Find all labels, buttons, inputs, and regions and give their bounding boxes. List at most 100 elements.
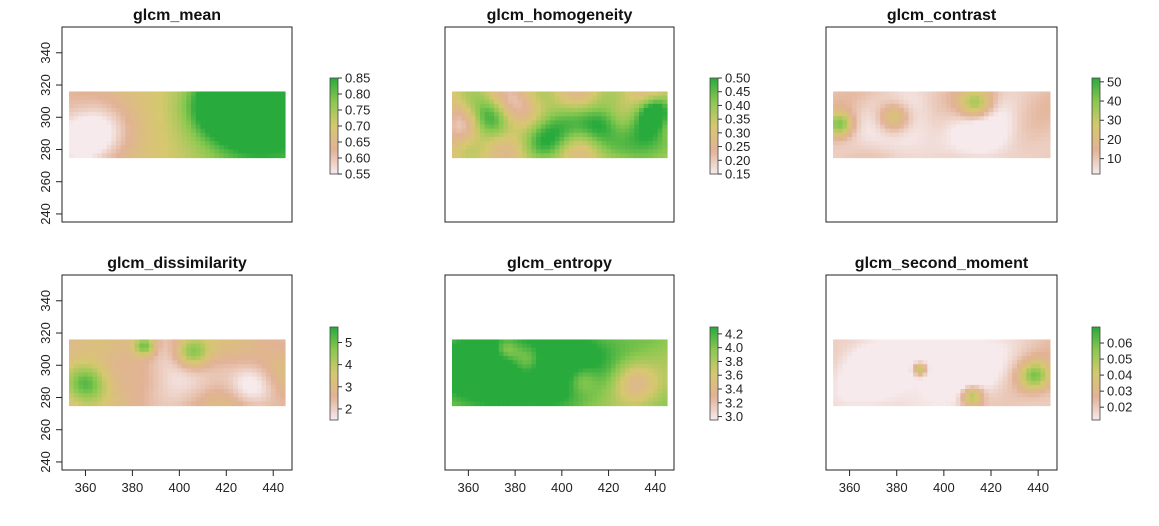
heat-cell: [861, 372, 867, 378]
heat-cell: [550, 380, 556, 386]
heat-cell: [1045, 397, 1051, 403]
heat-cell: [550, 149, 556, 155]
heat-cell: [564, 384, 570, 390]
heat-cell: [238, 112, 244, 117]
heat-cell: [979, 376, 985, 382]
heat-cell: [1035, 343, 1042, 349]
heat-cell: [270, 393, 277, 398]
heat-cell: [92, 351, 98, 357]
heat-cell: [983, 120, 990, 126]
legend-swatch: [710, 90, 718, 93]
heat-cell: [908, 389, 914, 394]
heat-cell: [78, 351, 84, 357]
heat-cell: [101, 116, 108, 121]
heat-cell: [526, 112, 533, 117]
heat-cell: [601, 136, 607, 142]
heat-cell: [69, 339, 75, 345]
heat-cell: [955, 99, 961, 105]
heat-cell: [470, 132, 476, 138]
heat-cell: [833, 116, 839, 121]
heat-cell: [993, 103, 999, 109]
heat-cell: [550, 153, 556, 159]
legend-swatch: [710, 327, 718, 330]
heat-cell: [993, 132, 999, 138]
heat-cell: [456, 132, 462, 138]
heat-cell: [993, 397, 999, 403]
heat-cell: [144, 124, 150, 130]
heat-cell: [866, 384, 872, 390]
heat-cell: [615, 376, 621, 382]
heat-cell: [1007, 397, 1013, 403]
heat-cell: [884, 397, 891, 403]
legend-tick-label: 50: [1107, 74, 1121, 89]
heat-cell: [195, 141, 202, 146]
heat-cell: [186, 376, 192, 382]
heat-cell: [125, 91, 131, 97]
heat-cell: [875, 95, 881, 101]
heat-cell: [191, 91, 197, 97]
heat-cell: [73, 376, 80, 382]
heat-cell: [884, 145, 891, 150]
heat-cell: [87, 389, 94, 394]
heat-cell: [624, 149, 631, 155]
heat-cell: [917, 136, 924, 142]
heat-cell: [652, 368, 659, 374]
heat-cell: [960, 132, 966, 138]
heat-cell: [927, 360, 933, 365]
heat-cell: [87, 141, 94, 146]
heat-cell: [638, 380, 645, 386]
heat-cell: [172, 389, 178, 394]
heat-cell: [461, 401, 467, 407]
heat-cell: [998, 95, 1004, 101]
heat-cell: [214, 107, 220, 113]
heat-cell: [648, 389, 654, 394]
heat-cell: [144, 132, 150, 138]
heat-cell: [965, 95, 971, 101]
heat-cell: [517, 355, 523, 361]
heat-cell: [979, 364, 985, 369]
heat-cell: [111, 128, 117, 134]
heat-cell: [209, 153, 216, 159]
x-tick-label: 380: [122, 480, 144, 495]
heat-cell: [545, 360, 551, 365]
heat-cell: [200, 393, 206, 398]
heat-cell: [219, 124, 225, 130]
legend-swatch: [1092, 145, 1100, 149]
heat-cell: [615, 145, 621, 150]
heat-cell: [554, 347, 561, 353]
heat-cell: [148, 116, 155, 121]
x-tick-label: 420: [215, 480, 237, 495]
panel-title: glcm_mean: [133, 7, 221, 24]
heat-cell: [120, 393, 126, 398]
heat-cell: [167, 99, 173, 105]
heat-cell: [512, 376, 519, 382]
heat-cell: [983, 149, 990, 155]
heat-cell: [130, 384, 136, 390]
legend-swatch: [330, 147, 338, 151]
heat-cell: [969, 339, 976, 345]
heat-cell: [275, 372, 281, 378]
heat-cell: [946, 128, 952, 134]
heat-cell: [927, 120, 933, 126]
heat-cell: [922, 389, 928, 394]
heat-cell: [209, 347, 216, 353]
heat-cell: [946, 132, 952, 138]
heat-cell: [866, 351, 872, 357]
heat-cell: [648, 149, 654, 155]
legend-swatch: [1092, 394, 1100, 398]
heat-cell: [115, 103, 122, 109]
heat-cell: [601, 393, 607, 398]
heat-cell: [181, 384, 187, 390]
heat-cell: [861, 128, 867, 134]
heat-cell: [596, 95, 603, 101]
heat-cell: [540, 124, 547, 130]
heat-cell: [475, 149, 481, 155]
heat-cell: [875, 128, 881, 134]
heat-cell: [652, 116, 659, 121]
heat-cell: [223, 95, 230, 101]
heat-cell: [125, 103, 131, 109]
heat-cell: [489, 339, 495, 345]
heat-cell: [861, 376, 867, 382]
heat-cell: [78, 397, 84, 403]
heat-cell: [624, 153, 631, 159]
